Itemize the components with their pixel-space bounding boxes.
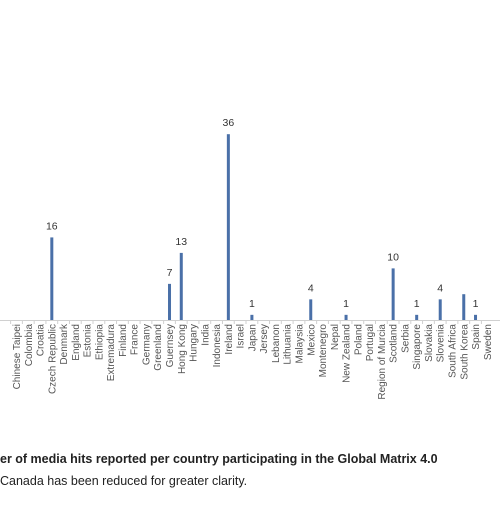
category-label-india: India bbox=[200, 324, 211, 346]
data-label-czech-republic: 16 bbox=[46, 220, 58, 232]
category-label-germany: Germany bbox=[141, 324, 152, 365]
data-label-scotland: 10 bbox=[387, 251, 399, 263]
category-label-chinese-taipei: Chinese Taipei bbox=[12, 324, 23, 389]
bar-japan bbox=[250, 314, 254, 320]
bar-mexico bbox=[309, 299, 313, 320]
data-label-spain: 1 bbox=[473, 298, 479, 310]
category-label-slovenia: Slovenia bbox=[436, 324, 447, 363]
chart-caption-note: Canada has been reduced for greater clar… bbox=[0, 474, 248, 488]
category-label-south-korea: South Korea bbox=[459, 324, 470, 380]
category-label-finland: Finland bbox=[118, 324, 129, 357]
category-labels-group: Chinese Taipei Colombia Croatia Czech Repub… bbox=[12, 323, 494, 400]
category-label-slovakia: Slovakia bbox=[424, 324, 435, 362]
category-label-portugal: Portugal bbox=[365, 324, 376, 361]
category-label-mexico: Mexico bbox=[306, 324, 317, 356]
bar-czech-republic bbox=[50, 237, 54, 320]
bar-spain bbox=[474, 314, 478, 320]
category-label-denmark: Denmark bbox=[59, 323, 70, 365]
category-label-ethiopia: Ethiopia bbox=[94, 324, 105, 361]
x-ticks-group bbox=[10, 320, 482, 324]
category-label-region-of-murcia: Region of Murcia bbox=[377, 324, 388, 400]
data-labels-group: 16 7 13 36 1 4 1 10 1 4 1 bbox=[46, 117, 479, 310]
bars-group bbox=[50, 134, 478, 320]
category-label-jersey: Jersey bbox=[259, 324, 270, 353]
bar-south-korea bbox=[462, 294, 466, 320]
category-label-sweden: Sweden bbox=[483, 324, 494, 360]
category-label-lithuania: Lithuania bbox=[283, 324, 294, 365]
bar-slovenia bbox=[438, 299, 442, 320]
category-label-hungary: Hungary bbox=[189, 324, 200, 362]
bar-guernsey bbox=[168, 283, 172, 320]
chart-caption-title: er of media hits reported per country pa… bbox=[0, 452, 438, 466]
category-label-israel: Israel bbox=[236, 324, 247, 348]
category-label-croatia: Croatia bbox=[36, 324, 47, 357]
data-label-ireland: 36 bbox=[223, 117, 235, 129]
category-label-hong-kong: Hong Kong bbox=[177, 324, 188, 374]
category-label-poland: Poland bbox=[353, 324, 364, 355]
category-label-ireland: Ireland bbox=[224, 324, 235, 355]
category-label-england: England bbox=[71, 324, 82, 361]
data-label-guernsey: 7 bbox=[167, 267, 173, 279]
data-label-mexico: 4 bbox=[308, 282, 314, 294]
category-label-new-zealand: New Zealand bbox=[342, 324, 353, 383]
category-label-japan: Japan bbox=[247, 324, 258, 351]
bar-singapore bbox=[415, 314, 419, 320]
data-label-japan: 1 bbox=[249, 298, 255, 310]
data-label-slovenia: 4 bbox=[437, 282, 443, 294]
category-label-scotland: Scotland bbox=[389, 324, 400, 363]
data-label-singapore: 1 bbox=[414, 298, 420, 310]
bar-new-zealand bbox=[344, 314, 348, 320]
bar-ireland bbox=[226, 134, 230, 320]
category-label-indonesia: Indonesia bbox=[212, 324, 223, 368]
category-label-estonia: Estonia bbox=[83, 324, 94, 358]
data-label-hong-kong: 13 bbox=[175, 236, 187, 248]
category-label-czech-republic: Czech Republic bbox=[47, 324, 58, 394]
bar-scotland bbox=[391, 268, 395, 320]
bar-hong-kong bbox=[179, 252, 183, 320]
category-label-colombia: Colombia bbox=[24, 324, 35, 367]
category-label-extremadura: Extremadura bbox=[106, 324, 117, 382]
category-label-serbia: Serbia bbox=[400, 324, 411, 353]
data-label-new-zealand: 1 bbox=[343, 298, 349, 310]
category-label-spain: Spain bbox=[471, 324, 482, 350]
category-label-greenland: Greenland bbox=[153, 324, 164, 371]
category-label-singapore: Singapore bbox=[412, 324, 423, 370]
category-label-south-africa: South Africa bbox=[447, 324, 458, 378]
category-label-lebanon: Lebanon bbox=[271, 324, 282, 363]
category-label-malaysia: Malaysia bbox=[294, 324, 305, 364]
category-label-guernsey: Guernsey bbox=[165, 324, 176, 367]
category-label-nepal: Nepal bbox=[330, 324, 341, 350]
category-label-montenegro: Montenegro bbox=[318, 324, 329, 378]
category-label-france: France bbox=[130, 324, 141, 356]
